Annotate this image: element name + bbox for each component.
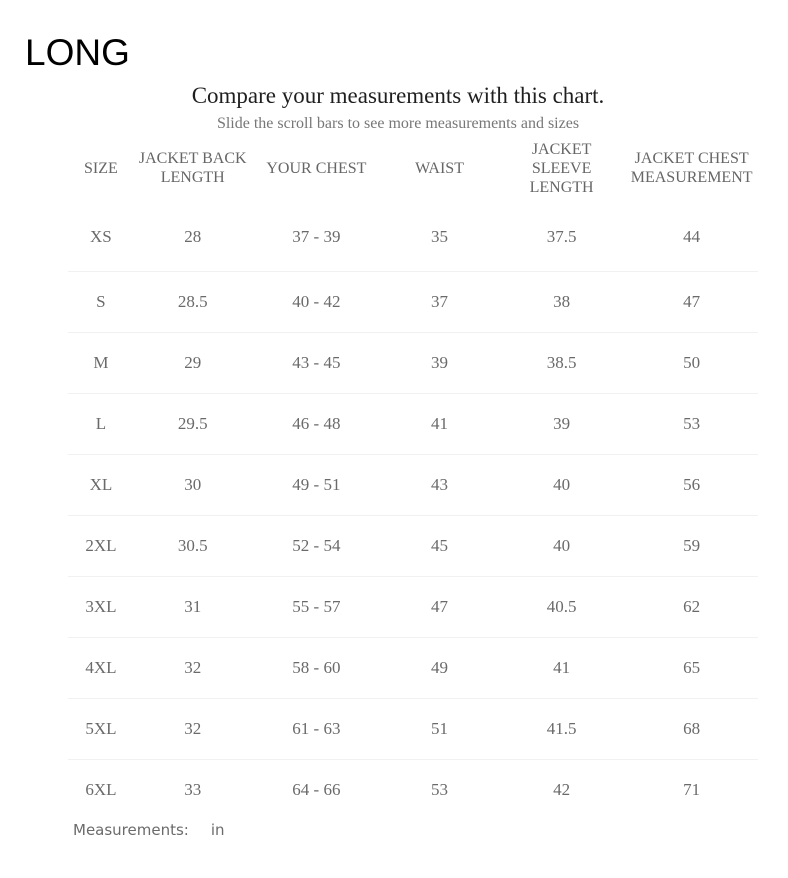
waist-cell: 53 [431,780,449,799]
your-chest-cell: 58 - 60 [251,637,382,699]
size-chart-table: SIZE JACKET BACK LENGTH YOUR CHEST WAIST… [68,133,758,820]
jacket-back-length-cell: 29 [133,332,252,394]
table-header-row: SIZE JACKET BACK LENGTH YOUR CHEST WAIST… [68,133,758,203]
waist-cell: 47 [381,576,498,638]
column-header-jacket-back-length: JACKET BACK LENGTH [138,150,247,186]
waist-cell: 51 [381,698,498,760]
jacket-chest-measurement-cell: 53 [625,393,758,455]
table-row: XL 30 49 - 51 43 40 56 [68,454,758,516]
jacket-back-length-cell: 28.5 [133,271,252,333]
jacket-chest-measurement-cell: 68 [625,698,758,760]
waist-cell: 35 [381,203,498,272]
jacket-sleeve-length-cell: 41 [497,637,626,699]
size-cell: 5XL [68,698,134,760]
jacket-chest-measurement-cell: 59 [625,515,758,577]
table-row: 4XL 32 58 - 60 49 41 65 [68,637,758,699]
your-chest-cell: 49 - 51 [251,454,382,516]
waist-cell: 49 [381,637,498,699]
table-row: L 29.5 46 - 48 41 39 53 [68,393,758,455]
size-cell: M [68,332,134,394]
chart-title: Compare your measurements with this char… [191,83,605,108]
jacket-chest-measurement-cell: 47 [625,271,758,333]
your-chest-cell: 61 - 63 [251,698,382,760]
table-row: M 29 43 - 45 39 38.5 50 [68,332,758,394]
size-cell: 3XL [68,576,134,638]
jacket-chest-measurement-cell: 56 [625,454,758,516]
column-header-jacket-sleeve-length: JACKET SLEEVE LENGTH [529,140,594,196]
table-body: XS 28 37 - 39 35 37.5 44 S 28.5 40 - 42 37 38 47 M 29… [68,203,758,820]
jacket-chest-measurement-cell: 44 [625,203,758,272]
waist-cell: 43 [381,454,498,516]
size-cell: S [68,271,134,333]
jacket-sleeve-length-cell: 41.5 [497,698,626,760]
jacket-back-length-cell: 32 [133,698,252,760]
waist-cell: 41 [381,393,498,455]
jacket-sleeve-length-cell: 39 [497,393,626,455]
jacket-back-length-cell: 31 [133,576,252,638]
your-chest-cell: 43 - 45 [251,332,382,394]
jacket-back-length-cell: 30 [133,454,252,516]
fit-label: LONG [25,32,130,73]
jacket-chest-measurement-cell: 62 [625,576,758,638]
measurement-unit: in [210,821,225,839]
table-row: 5XL 32 61 - 63 51 41.5 68 [68,698,758,760]
your-chest-cell: 46 - 48 [251,393,382,455]
size-cell: 4XL [68,637,134,699]
jacket-back-length-cell: 30.5 [133,515,252,577]
column-header-your-chest: YOUR CHEST [266,159,367,177]
table-row: S 28.5 40 - 42 37 38 47 [68,271,758,333]
jacket-sleeve-length-cell: 40 [497,454,626,516]
your-chest-cell: 55 - 57 [251,576,382,638]
size-cell: L [68,393,134,455]
column-header-size: SIZE [84,159,118,177]
your-chest-cell: 37 - 39 [251,203,382,272]
waist-cell: 39 [381,332,498,394]
chart-subtitle: Slide the scroll bars to see more measur… [216,115,580,132]
column-header-waist: WAIST [415,159,464,177]
size-cell: 6XL [85,780,117,799]
your-chest-cell: 64 - 66 [292,780,341,799]
jacket-sleeve-length-cell: 37.5 [497,203,626,272]
column-header-jacket-chest-measurement: JACKET CHEST MEASUREMENT [630,150,753,186]
jacket-back-length-cell: 28 [133,203,252,272]
waist-cell: 45 [381,515,498,577]
measurements-label: Measurements: [73,821,189,839]
table-row: 3XL 31 55 - 57 47 40.5 62 [68,576,758,638]
jacket-chest-measurement-cell: 65 [625,637,758,699]
size-cell: XL [68,454,134,516]
jacket-sleeve-length-cell: 40.5 [497,576,626,638]
jacket-sleeve-length-cell: 40 [497,515,626,577]
measurement-unit-footer: Measurements: in [73,819,225,841]
jacket-sleeve-length-cell: 38 [497,271,626,333]
your-chest-cell: 40 - 42 [251,271,382,333]
table-row: 2XL 30.5 52 - 54 45 40 59 [68,515,758,577]
jacket-chest-measurement-cell: 50 [625,332,758,394]
jacket-chest-measurement-cell: 71 [683,780,701,799]
jacket-sleeve-length-cell: 38.5 [497,332,626,394]
jacket-back-length-cell: 29.5 [133,393,252,455]
size-cell: XS [68,203,134,272]
table-row: XS 28 37 - 39 35 37.5 44 [68,203,758,272]
your-chest-cell: 52 - 54 [251,515,382,577]
size-cell: 2XL [68,515,134,577]
jacket-sleeve-length-cell: 42 [553,780,571,799]
waist-cell: 37 [381,271,498,333]
jacket-back-length-cell: 32 [133,637,252,699]
table-row: 6XL 33 64 - 66 53 42 71 [68,760,758,821]
jacket-back-length-cell: 33 [184,780,202,799]
